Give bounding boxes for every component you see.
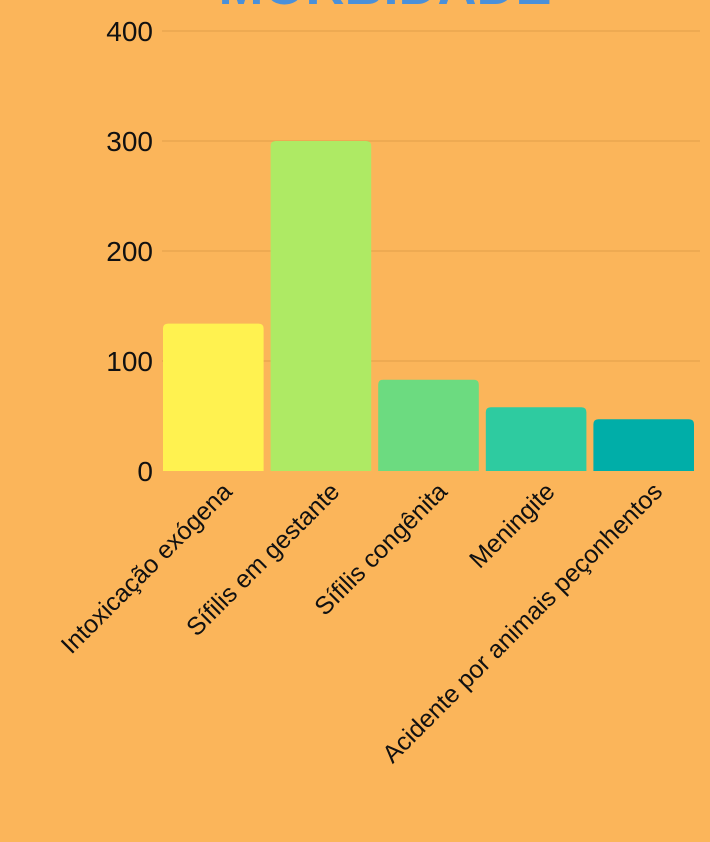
y-tick-label: 100 [106, 346, 153, 377]
bars [163, 141, 694, 471]
y-tick-label: 400 [106, 16, 153, 47]
bar [270, 141, 372, 471]
y-tick-label: 300 [106, 126, 153, 157]
y-tick-label: 0 [137, 456, 153, 487]
bar [593, 419, 694, 471]
x-category-label: Intoxicação exógena [56, 477, 238, 659]
grid-lines [162, 30, 700, 362]
chart-title: MORBIDADE [219, 0, 552, 16]
bar [163, 323, 264, 471]
bar [378, 379, 479, 471]
x-category-label: Meningite [464, 477, 560, 573]
bar [485, 407, 587, 471]
y-axis-ticks: 0 100 200 300 400 [106, 16, 153, 487]
y-tick-label: 200 [106, 236, 153, 267]
